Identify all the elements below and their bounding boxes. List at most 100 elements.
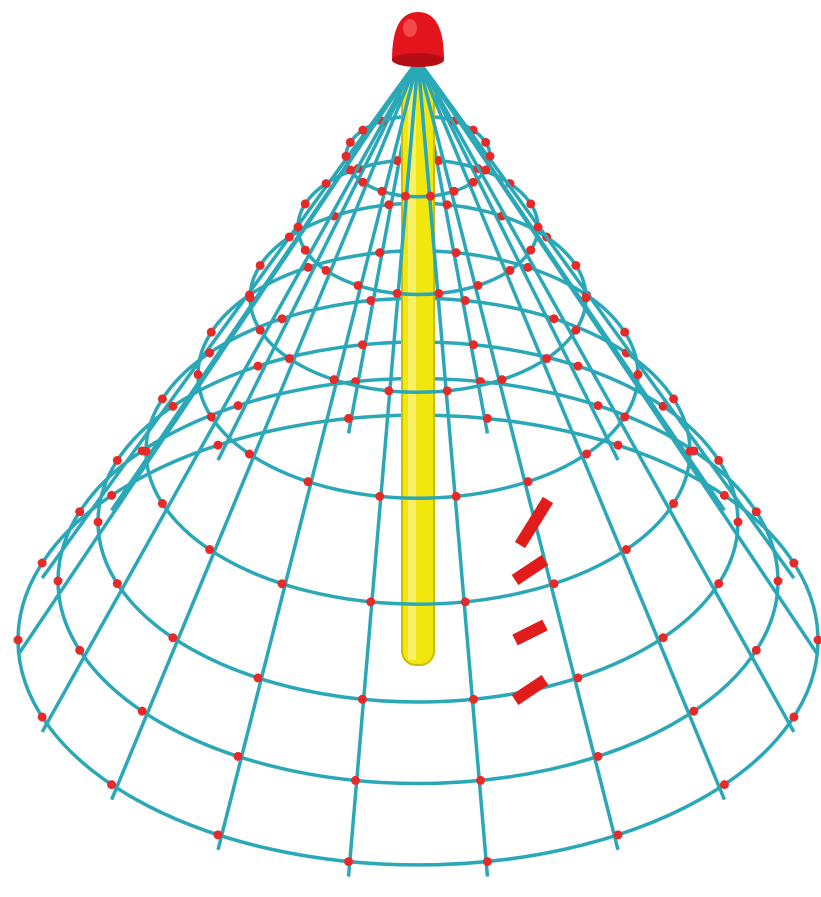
rope-connector xyxy=(613,440,623,450)
rope-meridian xyxy=(416,58,796,580)
rope-connector xyxy=(719,780,729,790)
rope-connector xyxy=(714,579,724,589)
rope-connector xyxy=(468,177,478,187)
rope-connector xyxy=(613,830,623,840)
rope-connector xyxy=(549,579,559,589)
rope-connector xyxy=(658,401,668,411)
rope-meridian xyxy=(416,59,820,656)
rope-connector xyxy=(37,558,47,568)
rope-connector xyxy=(689,706,699,716)
rope-connector xyxy=(549,314,559,324)
rope-connector xyxy=(582,449,592,459)
rope-connector xyxy=(751,507,761,517)
rope-connector xyxy=(205,348,215,358)
rope-connector xyxy=(392,288,402,298)
ladder xyxy=(511,496,554,705)
rope-connector xyxy=(460,597,470,607)
rope-connector xyxy=(523,477,533,487)
rope-connector xyxy=(233,751,243,761)
rope-connector xyxy=(426,191,436,201)
rope-connector xyxy=(341,151,351,161)
rope-connector xyxy=(284,354,294,364)
rope-connector xyxy=(581,293,591,303)
rope-connector xyxy=(434,288,444,298)
rope-connector xyxy=(366,296,376,306)
rope-connector xyxy=(685,446,695,456)
rope-connector xyxy=(344,857,354,867)
rope-connector xyxy=(476,775,486,785)
rope-connector xyxy=(571,325,581,335)
rope-connector xyxy=(377,186,387,196)
rope-connector xyxy=(482,857,492,867)
ring-front xyxy=(16,639,820,867)
ring-front xyxy=(56,580,780,786)
rope-connector xyxy=(375,248,385,258)
rope-connector xyxy=(533,222,543,232)
rope-connector xyxy=(329,375,339,385)
rope-connector xyxy=(451,248,461,258)
rope-meridian xyxy=(40,59,420,733)
rope-connector xyxy=(481,165,491,175)
rope-connector xyxy=(400,191,410,201)
rope-connector xyxy=(481,137,491,147)
rope-connector xyxy=(277,314,287,324)
rope-connector xyxy=(141,446,151,456)
rope-connector xyxy=(460,296,470,306)
rope-connector xyxy=(255,325,265,335)
rope-connector xyxy=(213,440,223,450)
rope-connector xyxy=(321,179,331,189)
rope-connector xyxy=(253,673,263,683)
top-cap xyxy=(392,12,444,67)
rope-connector xyxy=(714,455,724,465)
rope-connector xyxy=(469,340,479,350)
rope-connector xyxy=(473,280,483,290)
rope-connector xyxy=(523,262,533,272)
rope-connector xyxy=(358,177,368,187)
rope-connector xyxy=(112,455,122,465)
rope-connector xyxy=(751,645,761,655)
rope-connector xyxy=(303,262,313,272)
rope-connector xyxy=(658,633,668,643)
rope-connector xyxy=(469,694,479,704)
rope-meridian xyxy=(416,59,796,733)
net-front xyxy=(13,59,821,877)
rope-connector xyxy=(366,597,376,607)
rope-connector xyxy=(526,199,536,209)
rope-connector xyxy=(593,401,603,411)
rope-connector xyxy=(350,775,360,785)
pole-body xyxy=(401,79,435,666)
rope-connector xyxy=(442,200,452,210)
rope-connector xyxy=(93,517,103,527)
rope-connector xyxy=(485,151,495,161)
rope-connector xyxy=(344,413,354,423)
rope-connector xyxy=(75,645,85,655)
rope-connector xyxy=(107,490,117,500)
rope-connector xyxy=(384,386,394,396)
rope-connector xyxy=(789,712,799,722)
rope-connector xyxy=(37,712,47,722)
ring-front xyxy=(296,226,540,297)
center-pole xyxy=(401,79,435,666)
rope-connector xyxy=(245,293,255,303)
rope-connector xyxy=(375,491,385,501)
rope-connector xyxy=(205,545,215,555)
rope-connector xyxy=(253,361,263,371)
rope-connector xyxy=(813,635,821,645)
rope-connector xyxy=(206,412,216,422)
ladder-rung xyxy=(514,496,554,549)
rope-connector xyxy=(593,751,603,761)
rope-connector xyxy=(157,499,167,509)
rope-connector xyxy=(233,401,243,411)
rope-connector xyxy=(621,545,631,555)
rope-connector xyxy=(353,280,363,290)
rope-meridian xyxy=(16,59,420,656)
rope-connector xyxy=(526,245,536,255)
rope-connector xyxy=(168,633,178,643)
rope-connector xyxy=(112,579,122,589)
ladder-rung xyxy=(511,675,549,705)
rope-connector xyxy=(633,370,643,379)
rope-connector xyxy=(789,558,799,568)
rope-connector xyxy=(255,260,265,270)
rope-connector xyxy=(284,232,294,242)
rope-connector xyxy=(193,370,203,379)
